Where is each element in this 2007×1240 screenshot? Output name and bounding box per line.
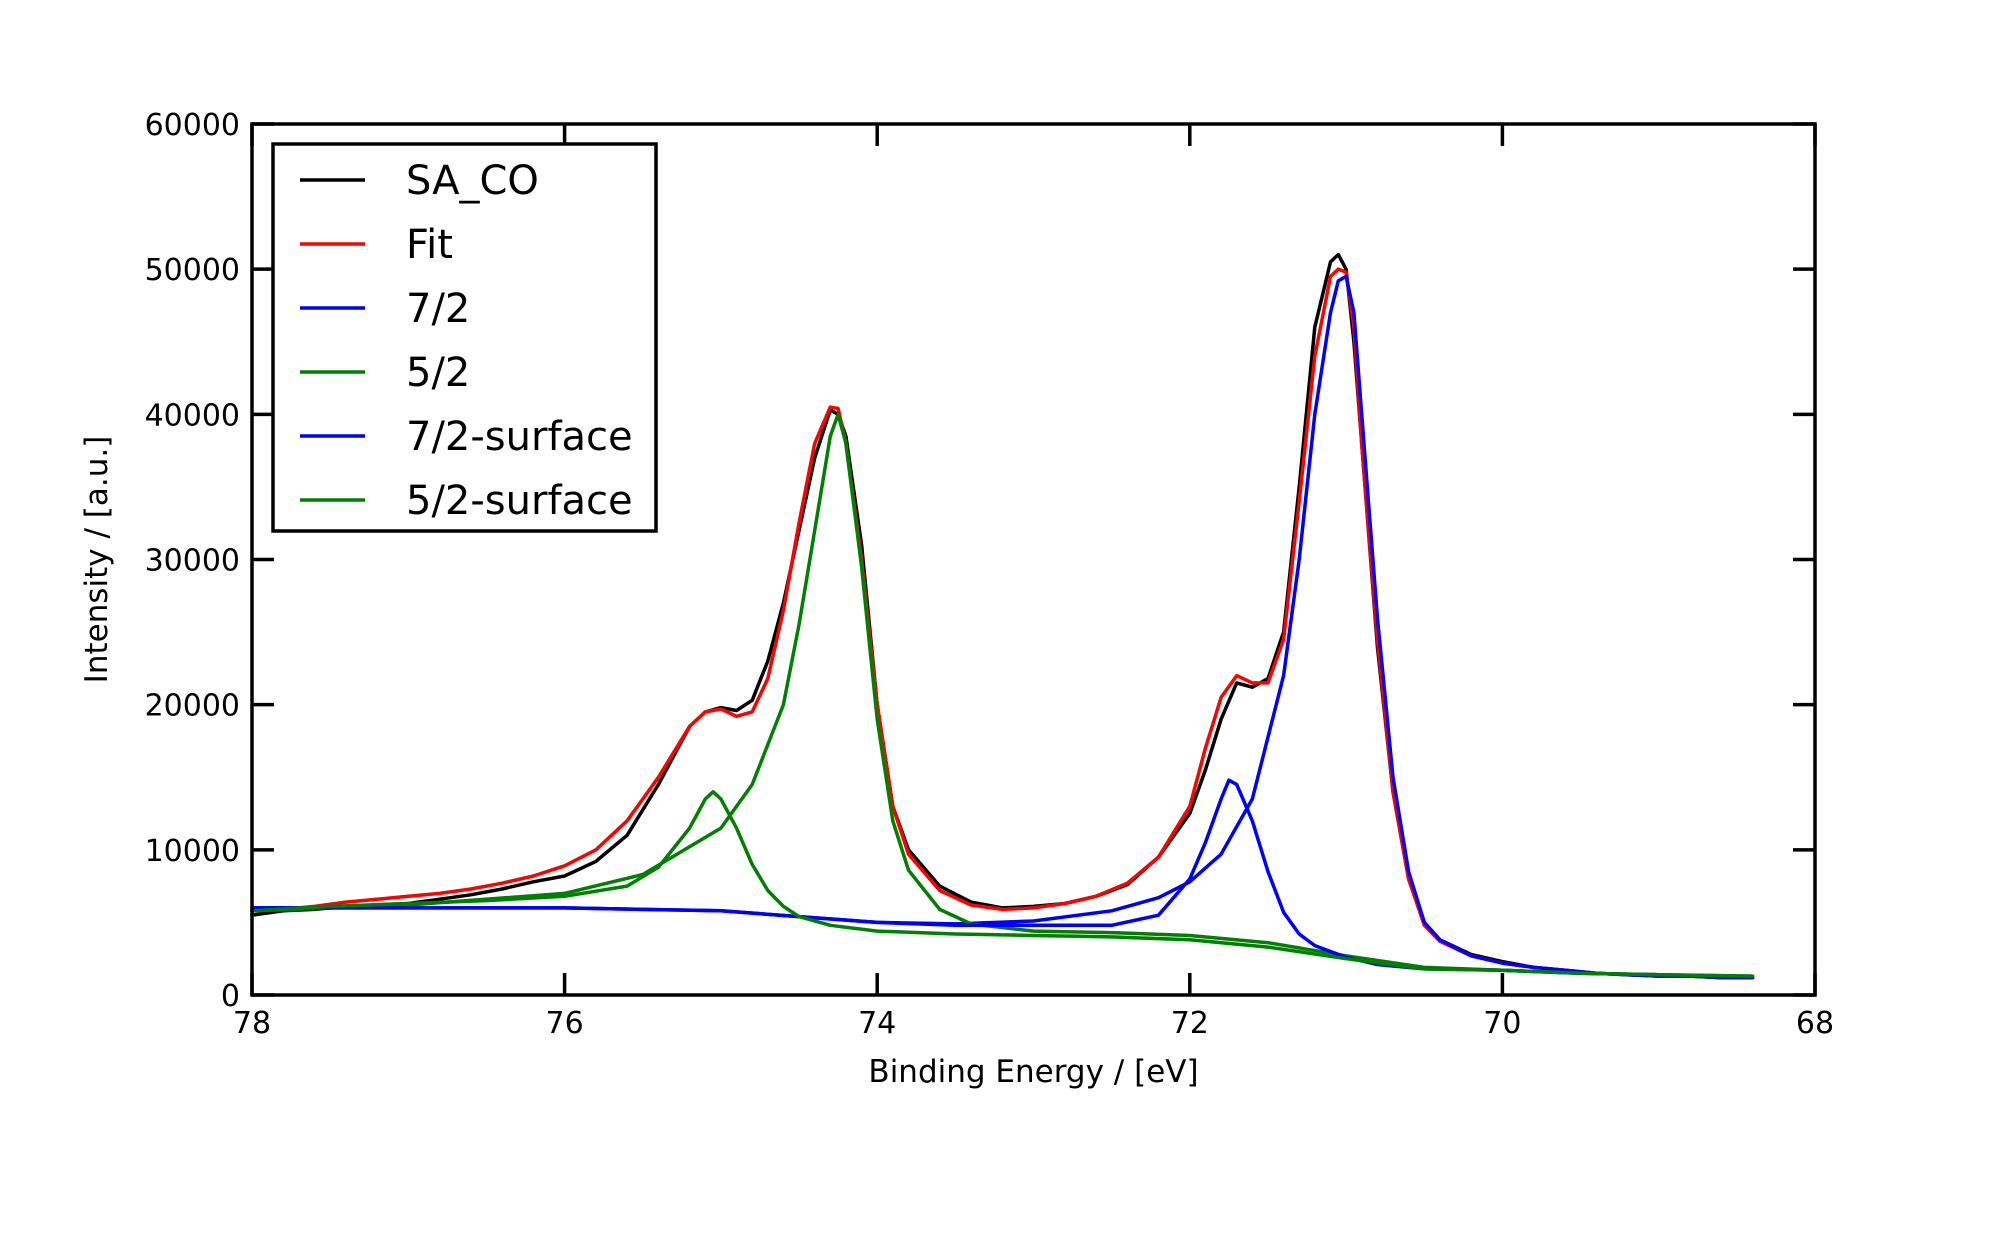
- series-line-5-2-surface: [250, 790, 1755, 978]
- x-tick-label: 78: [233, 1006, 271, 1041]
- y-tick-label: 50000: [145, 253, 240, 288]
- y-tick-label: 30000: [145, 544, 240, 579]
- y-tick-label: 40000: [145, 398, 240, 433]
- x-tick-label: 68: [1796, 1006, 1834, 1041]
- ticks-layer: 78 76 74 72 70 68 0 10000 20000 30000 40000 50000 60…: [145, 108, 1835, 1041]
- x-tick-label: 70: [1483, 1006, 1521, 1041]
- legend-label: Fit: [406, 222, 453, 268]
- x-axis-label: Binding Energy / [eV]: [868, 1054, 1198, 1090]
- series-line-5-2: [250, 412, 1755, 978]
- y-tick-label: 10000: [145, 834, 240, 869]
- legend-label: 7/2-surface: [406, 414, 633, 460]
- legend-box: [271, 142, 658, 533]
- y-axis-label: Intensity / [a.u.]: [79, 436, 115, 684]
- legend-label: 7/2: [406, 286, 470, 332]
- legend-label: 5/2-surface: [406, 478, 633, 524]
- series-line-fit: [250, 267, 1755, 980]
- legend: SA_CO Fit 7/2 5/2 7/2-surface 5/2-surface: [271, 142, 658, 533]
- x-tick-label: 72: [1171, 1006, 1209, 1041]
- x-tick-label: 74: [858, 1006, 896, 1041]
- series-layer: [250, 252, 1755, 980]
- y-tick-label: 0: [221, 979, 240, 1014]
- y-tick-label: 60000: [145, 108, 240, 143]
- y-tick-label: 20000: [145, 689, 240, 724]
- legend-label: SA_CO: [406, 158, 539, 204]
- x-tick-label: 76: [546, 1006, 584, 1041]
- legend-label: 5/2: [406, 350, 470, 396]
- series-line-7-2-surface: [250, 778, 1755, 980]
